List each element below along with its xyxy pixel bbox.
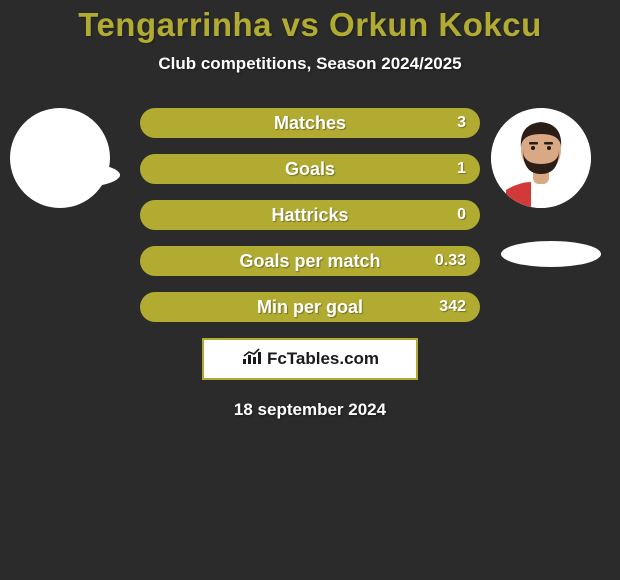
stat-row: Min per goal 342	[140, 292, 480, 322]
stat-row: Goals per match 0.33	[140, 246, 480, 276]
stat-right-value: 0.33	[435, 252, 466, 270]
stat-right-value: 1	[457, 160, 466, 178]
stat-label: Hattricks	[271, 205, 348, 226]
stat-right-value: 342	[439, 298, 466, 316]
chart-icon	[241, 348, 263, 371]
stat-right-value: 3	[457, 114, 466, 132]
stat-label: Matches	[274, 113, 346, 134]
stat-label: Goals	[285, 159, 335, 180]
stat-row: Goals 1	[140, 154, 480, 184]
stat-label: Goals per match	[239, 251, 380, 272]
brand-label: FcTables.com	[267, 349, 379, 369]
player-left-avatar	[10, 108, 110, 208]
date-label: 18 september 2024	[0, 400, 620, 420]
subtitle: Club competitions, Season 2024/2025	[0, 54, 620, 74]
stat-right-value: 0	[457, 206, 466, 224]
player-right-slot	[501, 241, 601, 267]
stat-label: Min per goal	[257, 297, 363, 318]
avatar-illustration	[491, 108, 591, 208]
comparison-panel: Matches 3 Goals 1 Hattricks 0 Goals per …	[0, 108, 620, 420]
brand-footer: FcTables.com	[202, 338, 418, 380]
stat-row: Hattricks 0	[140, 200, 480, 230]
page-title: Tengarrinha vs Orkun Kokcu	[0, 0, 620, 44]
stat-rows: Matches 3 Goals 1 Hattricks 0 Goals per …	[140, 108, 480, 322]
stat-row: Matches 3	[140, 108, 480, 138]
player-left-slot	[20, 162, 120, 188]
player-right-avatar	[491, 108, 591, 208]
